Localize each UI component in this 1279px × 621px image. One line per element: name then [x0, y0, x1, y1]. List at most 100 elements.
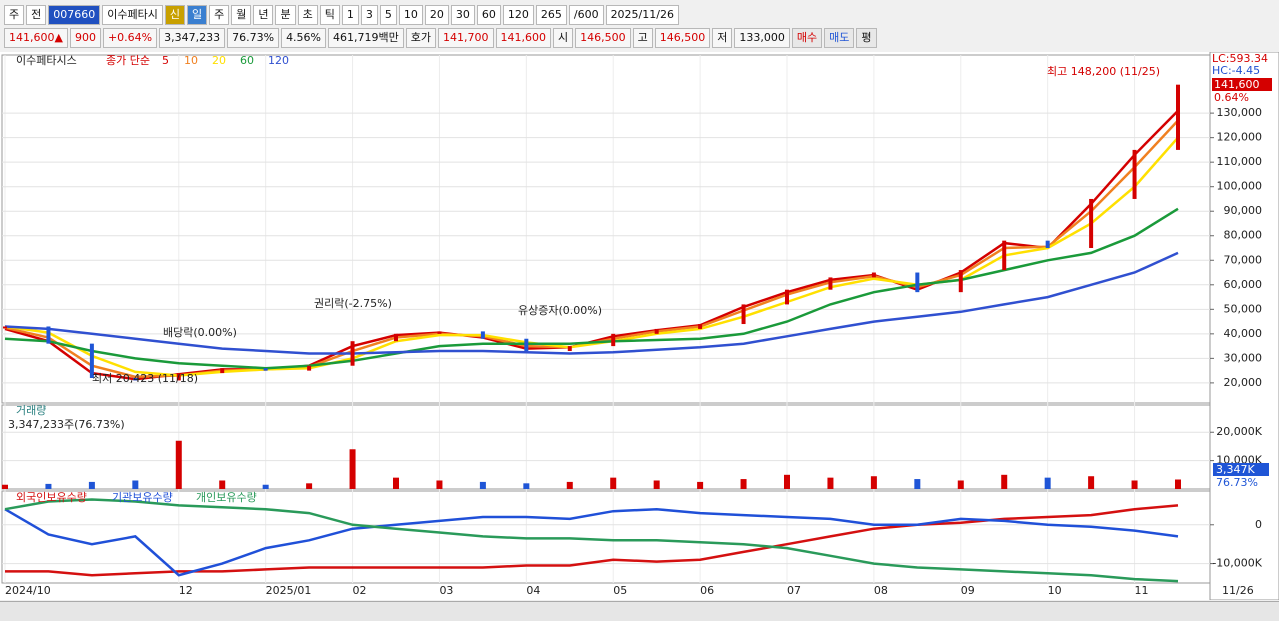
toolbar-item[interactable]: 265 — [535, 5, 567, 25]
candle — [1132, 149, 1137, 199]
toolbar-item[interactable]: 20 — [424, 5, 449, 25]
series-line — [4, 507, 1179, 577]
series-line — [4, 498, 1179, 583]
toolbar-item[interactable]: 매도 — [824, 28, 855, 48]
legend-entry: 20 — [212, 54, 226, 67]
series-line — [4, 251, 1179, 355]
candle — [3, 326, 7, 329]
volume-bar — [1131, 480, 1138, 489]
candle — [133, 377, 138, 381]
x-tick-label: 07 — [787, 584, 801, 597]
toolbar-item[interactable]: 고 — [632, 28, 653, 48]
toolbar-item[interactable]: 141,600 — [495, 28, 551, 48]
toolbar-item[interactable]: 호가 — [405, 28, 436, 48]
toolbar-item[interactable]: 주 — [4, 5, 25, 25]
toolbar-item[interactable]: 주 — [209, 5, 230, 25]
volume-bar — [45, 483, 52, 489]
toolbar-item[interactable]: 1 — [341, 5, 359, 25]
volume-bar — [1044, 477, 1051, 489]
volume-bar — [653, 480, 660, 489]
toolbar-item[interactable]: 3,347,233 — [159, 28, 226, 48]
toolbar-item[interactable]: 틱 — [319, 5, 340, 25]
chart-subtitle: 3,347,233주(76.73%) — [8, 418, 125, 431]
toolbar-item[interactable]: 분 — [275, 5, 296, 25]
toolbar-item[interactable]: 141,600▲ — [4, 28, 68, 48]
volume-bar — [697, 481, 704, 489]
toolbar-item[interactable]: 60 — [476, 5, 501, 25]
toolbar-item[interactable]: 5 — [379, 5, 397, 25]
annotation: 권리락(-2.75%) — [314, 297, 392, 310]
y-tick-label: 30,000 — [1224, 351, 1263, 364]
toolbar-item[interactable]: 146,500 — [575, 28, 631, 48]
pane-frame — [1, 490, 1211, 584]
x-tick-label: 10 — [1048, 584, 1062, 597]
toolbar-item[interactable]: 월 — [231, 5, 252, 25]
toolbar-item[interactable]: 76.73% — [227, 28, 280, 48]
toolbar-item[interactable]: 이수페타시 — [102, 5, 163, 25]
toolbar-item[interactable]: 시 — [553, 28, 574, 48]
toolbar-item[interactable]: /600 — [568, 5, 604, 25]
x-end-label: 11/26 — [1222, 584, 1254, 597]
candle — [871, 272, 876, 278]
candle — [611, 333, 616, 347]
y-tick-label: 0 — [1255, 518, 1262, 531]
candle — [437, 331, 442, 334]
toolbar-item[interactable]: 3 — [360, 5, 378, 25]
candle — [958, 270, 963, 293]
chart-title: 이수페타시스 — [16, 54, 77, 67]
y-tick-label: 40,000 — [1224, 327, 1263, 340]
toolbar-item[interactable]: 년 — [253, 5, 274, 25]
toolbar-item[interactable]: 133,000 — [734, 28, 790, 48]
toolbar-item[interactable]: 120 — [502, 5, 534, 25]
candle — [89, 343, 94, 378]
toolbar-item[interactable]: +0.64% — [102, 28, 158, 48]
toolbar-item[interactable]: 평 — [856, 28, 877, 48]
toolbar-item[interactable]: 30 — [450, 5, 475, 25]
candle — [1089, 198, 1094, 249]
scroll-bar[interactable] — [0, 601, 1279, 621]
volume-bar — [784, 474, 790, 489]
volume-bar — [479, 481, 486, 489]
toolbar-item[interactable]: 전 — [26, 5, 47, 25]
x-tick-label: 12 — [179, 584, 193, 597]
annotation: 최고 148,200 (11/25) — [1047, 65, 1160, 78]
volume-bar — [436, 480, 443, 489]
candle — [698, 324, 703, 329]
quote-bar: 141,600▲ 900 +0.64% 3,347,233 76.73% 4.56% 461… — [0, 28, 1279, 48]
volume-bar — [523, 483, 530, 489]
toolbar-item[interactable]: 4.56% — [281, 28, 327, 48]
candle — [480, 331, 485, 339]
panel-bg — [0, 52, 1279, 600]
annotation: 배당락(0.00%) — [163, 326, 237, 339]
toolbar-item[interactable]: 461,719백만 — [328, 28, 404, 48]
candle — [220, 368, 225, 374]
toolbar-item[interactable]: 2025/11/26 — [605, 5, 679, 25]
toolbar-item[interactable]: 매수 — [791, 28, 823, 48]
candle — [741, 304, 746, 325]
toolbar-item[interactable]: 146,500 — [654, 28, 711, 48]
candle — [1045, 240, 1050, 249]
y-tick-label: 70,000 — [1224, 253, 1263, 266]
volume-bar — [132, 480, 139, 489]
x-tick-label: 04 — [526, 584, 540, 597]
candle — [176, 373, 181, 381]
pane-frame — [1, 404, 1211, 490]
volume-bar — [957, 480, 964, 489]
x-tick-label: 08 — [874, 584, 888, 597]
legend-title: 종가 단순 — [106, 54, 150, 67]
price-badge — [1212, 78, 1272, 91]
candle — [828, 277, 833, 290]
toolbar-item[interactable]: 저 — [712, 28, 733, 48]
toolbar-item[interactable]: 신 — [164, 5, 185, 25]
toolbar-item[interactable]: 900 — [69, 28, 101, 48]
y-tick-label: 20,000 — [1224, 376, 1263, 389]
toolbar: 주 전 007660 이수페타시 신 일 주 월 년 분 초 틱 1 3 5 10 20 30 60 120 265/6… — [0, 4, 1279, 26]
candle — [654, 328, 659, 334]
toolbar-item[interactable]: 141,700 — [438, 28, 494, 48]
toolbar-item[interactable]: 007660 — [48, 5, 101, 25]
toolbar-item[interactable]: 초 — [297, 5, 318, 25]
volume-bar — [566, 481, 573, 489]
toolbar-item[interactable]: 10 — [398, 5, 423, 25]
side-label: LC:593.34 — [1212, 52, 1268, 65]
toolbar-item[interactable]: 일 — [186, 5, 208, 25]
